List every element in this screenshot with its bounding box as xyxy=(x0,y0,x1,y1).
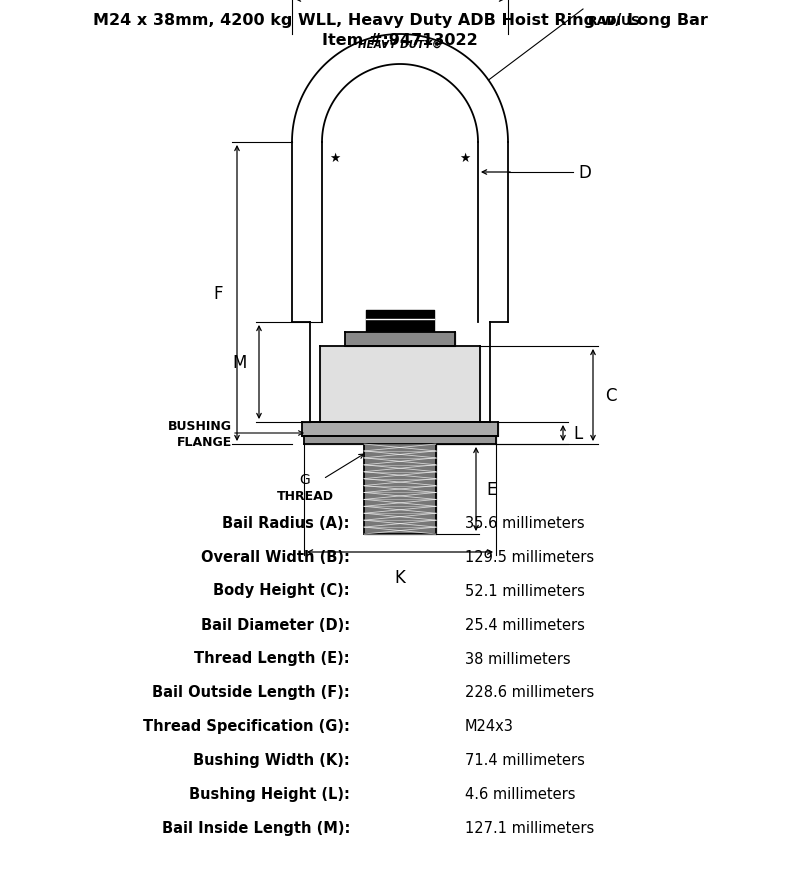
Text: 25.4 millimeters: 25.4 millimeters xyxy=(465,617,585,631)
Text: RADIUS: RADIUS xyxy=(588,15,641,28)
Text: Bail Radius (A):: Bail Radius (A): xyxy=(222,515,350,530)
Text: HEAVY DUTY®: HEAVY DUTY® xyxy=(358,40,442,50)
Text: Bail Diameter (D):: Bail Diameter (D): xyxy=(201,617,350,631)
Text: BUSHING: BUSHING xyxy=(168,419,232,432)
Text: M24 x 38mm, 4200 kg WLL, Heavy Duty ADB Hoist Ring w/ Long Bar: M24 x 38mm, 4200 kg WLL, Heavy Duty ADB … xyxy=(93,12,707,27)
Text: G: G xyxy=(300,473,310,487)
Text: M24x3: M24x3 xyxy=(465,718,514,734)
Text: M: M xyxy=(233,353,247,372)
Text: Thread Length (E):: Thread Length (E): xyxy=(194,651,350,666)
Text: Bushing Height (L):: Bushing Height (L): xyxy=(189,787,350,802)
Text: 127.1 millimeters: 127.1 millimeters xyxy=(465,821,594,836)
Text: Bail Inside Length (M):: Bail Inside Length (M): xyxy=(162,821,350,836)
Text: Bushing Width (K):: Bushing Width (K): xyxy=(194,752,350,767)
Text: E: E xyxy=(486,481,496,498)
Text: Bail Outside Length (F):: Bail Outside Length (F): xyxy=(152,685,350,700)
Text: ★: ★ xyxy=(330,152,341,164)
Text: F: F xyxy=(214,285,223,303)
Text: K: K xyxy=(394,568,406,587)
Text: 129.5 millimeters: 129.5 millimeters xyxy=(465,549,594,564)
Text: Thread Specification (G):: Thread Specification (G): xyxy=(143,718,350,734)
Text: ★: ★ xyxy=(459,152,470,164)
Text: 71.4 millimeters: 71.4 millimeters xyxy=(465,752,585,767)
Text: 228.6 millimeters: 228.6 millimeters xyxy=(465,685,594,700)
Text: D: D xyxy=(578,164,591,182)
Text: 52.1 millimeters: 52.1 millimeters xyxy=(465,583,585,598)
Text: C: C xyxy=(605,387,617,404)
Text: 38 millimeters: 38 millimeters xyxy=(465,651,570,666)
Text: Body Height (C):: Body Height (C): xyxy=(214,583,350,598)
Text: Overall Width (B):: Overall Width (B): xyxy=(201,549,350,564)
Text: 4.6 millimeters: 4.6 millimeters xyxy=(465,787,575,802)
Text: Item #:94713022: Item #:94713022 xyxy=(322,32,478,47)
Text: THREAD: THREAD xyxy=(277,490,334,503)
Text: FLANGE: FLANGE xyxy=(177,436,232,449)
Text: L: L xyxy=(573,424,582,443)
Text: 35.6 millimeters: 35.6 millimeters xyxy=(465,515,585,530)
